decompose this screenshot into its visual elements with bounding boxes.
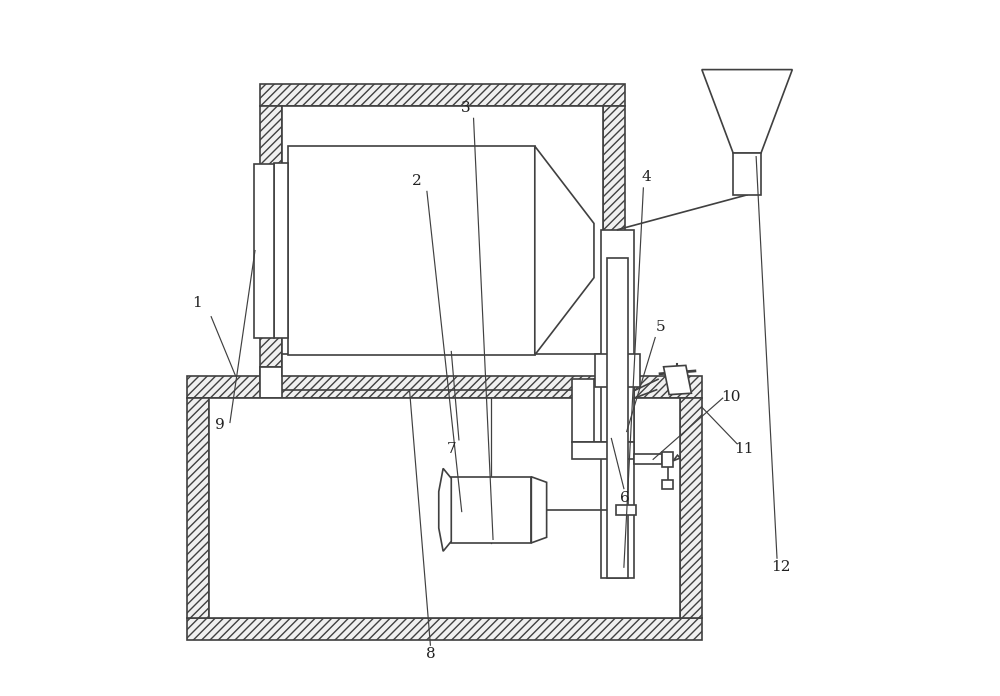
Polygon shape — [664, 365, 691, 395]
Text: 11: 11 — [734, 442, 753, 456]
Text: 8: 8 — [426, 647, 435, 661]
Polygon shape — [702, 70, 792, 153]
Bar — [254, 164, 274, 338]
Bar — [733, 153, 761, 195]
Bar — [451, 477, 531, 543]
Bar — [274, 163, 288, 338]
Bar — [187, 618, 702, 640]
Bar — [260, 106, 282, 367]
Bar — [603, 106, 625, 367]
Text: 4: 4 — [641, 171, 651, 184]
Bar — [260, 367, 625, 390]
Text: 2: 2 — [412, 174, 421, 188]
Polygon shape — [535, 146, 594, 355]
Bar — [662, 452, 673, 467]
Polygon shape — [673, 455, 680, 461]
Text: 7: 7 — [446, 442, 456, 456]
Text: 6: 6 — [620, 491, 630, 505]
Text: 1: 1 — [192, 296, 202, 310]
Bar — [260, 84, 625, 106]
Bar — [680, 398, 702, 618]
Polygon shape — [439, 468, 451, 551]
Bar — [572, 379, 634, 442]
Bar — [260, 367, 282, 398]
Polygon shape — [531, 477, 547, 543]
Bar — [616, 505, 636, 515]
Bar — [601, 230, 634, 578]
Bar — [595, 354, 640, 387]
Text: 12: 12 — [771, 560, 791, 574]
Bar — [282, 354, 603, 376]
Bar — [662, 480, 673, 489]
Bar — [187, 376, 702, 398]
Text: 9: 9 — [215, 418, 225, 432]
Bar — [288, 146, 535, 355]
Bar — [209, 398, 680, 618]
Bar — [634, 454, 662, 464]
Text: 3: 3 — [460, 101, 470, 115]
Bar — [572, 442, 634, 459]
Text: 10: 10 — [721, 390, 741, 404]
Text: 5: 5 — [655, 320, 665, 334]
Bar — [187, 398, 209, 618]
Bar — [282, 106, 603, 367]
Bar — [607, 258, 628, 578]
Bar — [594, 379, 601, 442]
